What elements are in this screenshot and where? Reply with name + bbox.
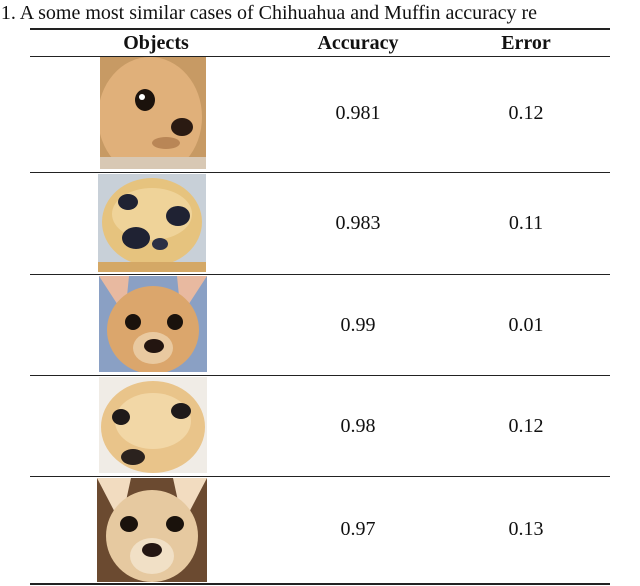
muffin-photo bbox=[99, 377, 207, 473]
chihuahua-image bbox=[99, 276, 207, 372]
chihuahua-image bbox=[97, 478, 207, 582]
error-cell: 0.11 bbox=[508, 212, 544, 234]
muffin-image bbox=[98, 174, 206, 272]
chihuahua-photo bbox=[97, 478, 207, 582]
chihuahua-photo bbox=[100, 57, 206, 169]
accuracy-cell: 0.983 bbox=[335, 212, 381, 234]
row-separator bbox=[30, 274, 610, 275]
chihuahua-image bbox=[100, 57, 206, 169]
header-rule bbox=[30, 56, 610, 57]
header-error: Error bbox=[501, 32, 551, 54]
error-cell: 0.01 bbox=[508, 314, 544, 336]
header-accuracy: Accuracy bbox=[317, 32, 399, 54]
row-separator bbox=[30, 375, 610, 376]
error-cell: 0.12 bbox=[508, 415, 544, 437]
muffin-photo bbox=[98, 174, 206, 272]
error-cell: 0.13 bbox=[508, 518, 544, 540]
muffin-image bbox=[99, 377, 207, 473]
accuracy-cell: 0.98 bbox=[340, 415, 376, 437]
header-objects: Objects bbox=[123, 32, 189, 54]
accuracy-cell: 0.981 bbox=[335, 102, 381, 124]
chihuahua-photo bbox=[99, 276, 207, 372]
error-cell: 0.12 bbox=[508, 102, 544, 124]
accuracy-cell: 0.99 bbox=[340, 314, 376, 336]
table-caption: e 1. A some most similar cases of Chihua… bbox=[0, 2, 538, 24]
row-separator bbox=[30, 172, 610, 173]
accuracy-cell: 0.97 bbox=[340, 518, 376, 540]
row-separator bbox=[30, 476, 610, 477]
table-top-rule bbox=[30, 28, 610, 30]
table-bottom-rule bbox=[30, 583, 610, 585]
